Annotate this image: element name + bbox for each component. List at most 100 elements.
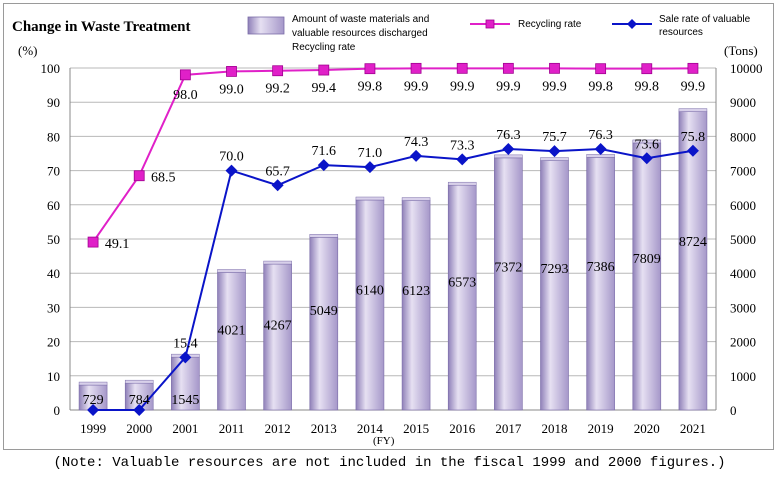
recycling-rate-marker [410,62,422,74]
bar-value-label: 8724 [679,235,707,250]
sale-rate-line [93,148,694,411]
sale-rate-label: 71.6 [312,144,337,159]
y-right-tick-label: 10000 [730,61,763,76]
sale-rate-label: 70.0 [219,150,244,165]
x-tick-label: 2013 [311,421,337,436]
bar-series [78,108,708,411]
sale-rate-marker [133,404,146,416]
legend-label-sale-line2: resources [659,27,703,38]
y-right-tick-label: 5000 [730,232,756,247]
recycling-rate-label: 99.9 [450,79,475,94]
y-left-tick-label: 0 [54,403,61,418]
legend-marker-sale [627,19,637,29]
y-left-tick-label: 40 [47,266,60,281]
y-left-tick-label: 20 [47,335,60,350]
bar-value-label: 7293 [541,262,569,277]
bar-value-label: 4021 [218,323,246,338]
bar-top [124,379,154,384]
bar-value-label: 7386 [587,260,615,275]
legend-label-sale-line1: Sale rate of valuable [659,14,751,25]
legend-label-bar-line2: valuable resources discharged [292,28,428,39]
y-right-axis-label: (Tons) [724,43,758,58]
y-left-axis-label: (%) [18,43,38,58]
bar [494,157,523,411]
legend-label-bar-line3: Recycling rate [292,42,356,53]
bar-top [309,234,339,238]
bar [401,200,431,411]
bar [632,142,662,411]
recycling-rate-marker [641,63,653,75]
recycling-rate-label: 99.9 [404,79,429,94]
x-axis-unit-label: (FY) [373,435,395,447]
y-right-tick-label: 8000 [730,129,756,144]
x-tick-label: 2019 [588,421,614,436]
recycling-rate-label: 49.1 [105,237,130,252]
recycling-rate-marker [226,66,237,77]
bar-top [217,269,246,273]
recycling-rate-marker [272,65,284,77]
recycling-rate-marker [687,62,699,74]
recycling-rate-label: 99.8 [358,80,383,95]
bar-value-label: 6123 [402,284,430,299]
y-right-tick-label: 9000 [730,95,756,110]
x-tick-label: 2014 [357,421,384,436]
bar [217,272,246,411]
bar-value-label: 5049 [310,304,338,319]
recycling-rate-marker [133,170,145,182]
data-labels: 729 784 1545 4021 4267 5049 6140 6123 6573 7372 72… [83,79,707,408]
recycling-rate-marker [364,63,376,75]
sale-rate-marker [410,149,423,162]
y-right-tick-label: 6000 [730,198,756,213]
sale-rate-label: 73.6 [635,137,660,152]
y-left-tick-label: 90 [47,95,60,110]
bar [355,199,385,411]
sale-rate-label: 71.0 [358,146,383,161]
bar-value-label: 6140 [356,284,384,299]
x-tick-label: 2015 [403,421,429,436]
recycling-rate-marker [87,236,99,248]
sale-rate-marker [363,161,376,174]
bar-value-label: 1545 [171,393,199,408]
recycling-rate-label: 99.4 [312,81,337,96]
sale-rate-marker [502,143,515,156]
y-left-tick-label: 10 [47,369,60,384]
sale-rate-label: 76.3 [496,128,521,143]
sale-rate-marker [456,153,469,166]
sale-rate-label: 65.7 [265,164,290,179]
line-series [87,62,699,416]
y-left-tick-label: 70 [47,164,60,179]
recycling-rate-marker [595,63,607,75]
legend-swatch-bar [247,16,285,35]
sale-rate-marker [686,144,699,157]
recycling-rate-marker [179,69,191,81]
recycling-rate-label: 98.0 [173,88,198,103]
recycling-rate-label: 68.5 [151,171,176,186]
recycling-rate-marker [502,62,514,74]
sale-rate-marker [179,351,192,364]
x-tick-label: 2020 [634,421,660,436]
bar-top [263,260,292,265]
recycling-rate-label: 99.9 [496,79,521,94]
bar-top [494,154,523,159]
bar-top [632,139,662,144]
sale-rate-label: 76.3 [588,128,613,143]
y-right-tick-label: 4000 [730,266,756,281]
bar [540,160,569,411]
x-tick-label: 2021 [680,421,706,436]
legend-label-bar-line1: Amount of waste materials and [292,14,429,25]
recycling-rate-label: 99.2 [265,82,290,97]
bar-value-label: 729 [83,393,104,408]
legend-label-recycling: Recycling rate [518,19,582,30]
footnote: (Note: Valuable resources are not includ… [53,455,726,471]
y-left-tick-label: 100 [41,61,61,76]
x-tick-label: 2017 [495,421,522,436]
sale-rate-label: 74.3 [404,135,429,150]
recycling-rate-marker [456,62,468,74]
bar [263,263,292,411]
bar-top [447,181,477,186]
sale-rate-marker [317,159,330,172]
bar-value-label: 6573 [448,275,476,290]
bar-value-label: 7809 [633,252,661,267]
sale-rate-marker [87,404,100,416]
bar-top [540,157,569,161]
